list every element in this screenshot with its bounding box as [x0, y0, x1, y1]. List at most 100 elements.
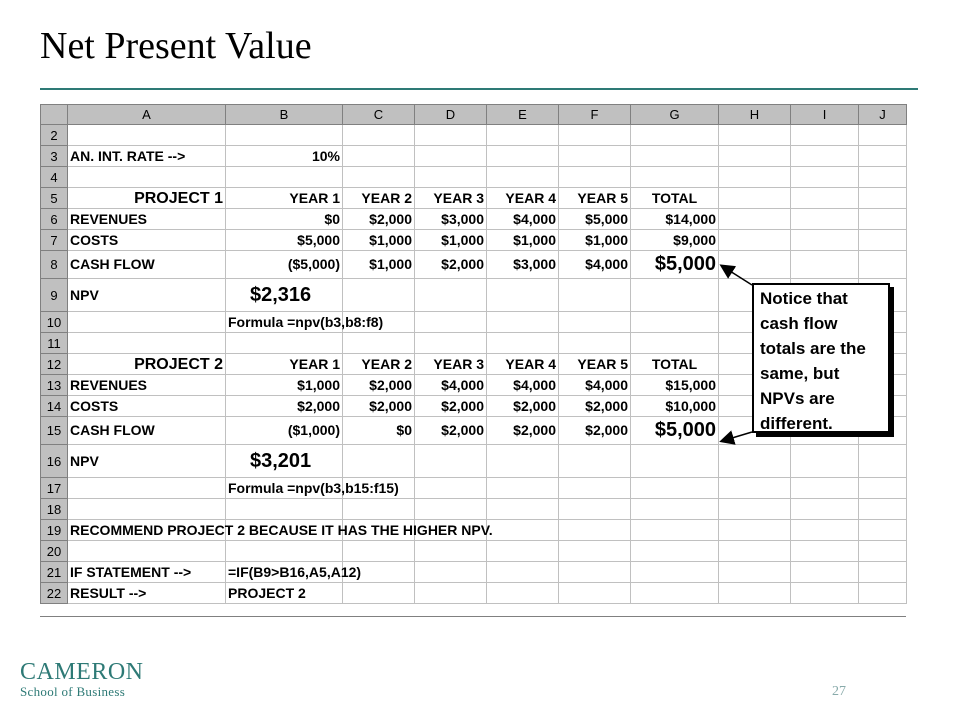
cell-c8[interactable]: $1,000	[342, 250, 415, 279]
row-header[interactable]: 15	[40, 416, 68, 445]
row-header[interactable]: 8	[40, 250, 68, 279]
cell-i22[interactable]	[790, 582, 859, 604]
cell-e12[interactable]: YEAR 4	[486, 353, 559, 375]
cell-d11[interactable]	[414, 332, 487, 354]
cell-h17[interactable]	[718, 477, 791, 499]
cell-g13[interactable]: $15,000	[630, 374, 719, 396]
cell-e17[interactable]	[486, 477, 559, 499]
cell-j3[interactable]	[858, 145, 907, 167]
cell-d21[interactable]	[414, 561, 487, 583]
cell-f4[interactable]	[558, 166, 631, 188]
cell-i5[interactable]	[790, 187, 859, 209]
cell-h2[interactable]	[718, 124, 791, 146]
cell-d3[interactable]	[414, 145, 487, 167]
cell-g21[interactable]	[630, 561, 719, 583]
cell-d12[interactable]: YEAR 3	[414, 353, 487, 375]
cell-b8[interactable]: ($5,000)	[225, 250, 343, 279]
cell-g16[interactable]	[630, 444, 719, 478]
cell-e19[interactable]	[486, 519, 559, 541]
cell-a16[interactable]: NPV	[67, 444, 226, 478]
cell-a12[interactable]: PROJECT 2	[67, 353, 226, 375]
column-header-d[interactable]: D	[414, 104, 487, 125]
cell-d15[interactable]: $2,000	[414, 416, 487, 445]
cell-a6[interactable]: REVENUES	[67, 208, 226, 230]
cell-g4[interactable]	[630, 166, 719, 188]
cell-a17[interactable]	[67, 477, 226, 499]
cell-g6[interactable]: $14,000	[630, 208, 719, 230]
cell-a5[interactable]: PROJECT 1	[67, 187, 226, 209]
cell-g18[interactable]	[630, 498, 719, 520]
cell-a13[interactable]: REVENUES	[67, 374, 226, 396]
cell-i21[interactable]	[790, 561, 859, 583]
cell-g14[interactable]: $10,000	[630, 395, 719, 417]
cell-f9[interactable]	[558, 278, 631, 312]
cell-f20[interactable]	[558, 540, 631, 562]
cell-b6[interactable]: $0	[225, 208, 343, 230]
cell-f2[interactable]	[558, 124, 631, 146]
cell-h8[interactable]	[718, 250, 791, 279]
cell-b7[interactable]: $5,000	[225, 229, 343, 251]
cell-a4[interactable]	[67, 166, 226, 188]
cell-f10[interactable]	[558, 311, 631, 333]
cell-g17[interactable]	[630, 477, 719, 499]
cell-c11[interactable]	[342, 332, 415, 354]
cell-g12[interactable]: TOTAL	[630, 353, 719, 375]
cell-g11[interactable]	[630, 332, 719, 354]
cell-i16[interactable]	[790, 444, 859, 478]
cell-b15[interactable]: ($1,000)	[225, 416, 343, 445]
cell-e20[interactable]	[486, 540, 559, 562]
cell-f22[interactable]	[558, 582, 631, 604]
cell-d13[interactable]: $4,000	[414, 374, 487, 396]
cell-j16[interactable]	[858, 444, 907, 478]
cell-j6[interactable]	[858, 208, 907, 230]
cell-e15[interactable]: $2,000	[486, 416, 559, 445]
cell-e2[interactable]	[486, 124, 559, 146]
cell-a3[interactable]: AN. INT. RATE -->	[67, 145, 226, 167]
cell-d17[interactable]	[414, 477, 487, 499]
row-header[interactable]: 9	[40, 278, 68, 312]
column-header-c[interactable]: C	[342, 104, 415, 125]
cell-h22[interactable]	[718, 582, 791, 604]
cell-i8[interactable]	[790, 250, 859, 279]
cell-c7[interactable]: $1,000	[342, 229, 415, 251]
cell-g8[interactable]: $5,000	[630, 250, 719, 279]
cell-e6[interactable]: $4,000	[486, 208, 559, 230]
cell-f12[interactable]: YEAR 5	[558, 353, 631, 375]
cell-i7[interactable]	[790, 229, 859, 251]
cell-i2[interactable]	[790, 124, 859, 146]
cell-e14[interactable]: $2,000	[486, 395, 559, 417]
cell-c5[interactable]: YEAR 2	[342, 187, 415, 209]
cell-h20[interactable]	[718, 540, 791, 562]
cell-h5[interactable]	[718, 187, 791, 209]
cell-f6[interactable]: $5,000	[558, 208, 631, 230]
cell-j8[interactable]	[858, 250, 907, 279]
cell-i4[interactable]	[790, 166, 859, 188]
cell-g22[interactable]	[630, 582, 719, 604]
row-header[interactable]: 10	[40, 311, 68, 333]
cell-c16[interactable]	[342, 444, 415, 478]
cell-c9[interactable]	[342, 278, 415, 312]
cell-d14[interactable]: $2,000	[414, 395, 487, 417]
cell-d10[interactable]	[414, 311, 487, 333]
cell-j17[interactable]	[858, 477, 907, 499]
cell-a7[interactable]: COSTS	[67, 229, 226, 251]
cell-e3[interactable]	[486, 145, 559, 167]
cell-d18[interactable]	[414, 498, 487, 520]
cell-g3[interactable]	[630, 145, 719, 167]
cell-a10[interactable]	[67, 311, 226, 333]
row-header[interactable]: 12	[40, 353, 68, 375]
row-header[interactable]: 14	[40, 395, 68, 417]
cell-a19[interactable]: RECOMMEND PROJECT 2 BECAUSE IT HAS THE H…	[67, 519, 493, 541]
cell-f11[interactable]	[558, 332, 631, 354]
cell-f15[interactable]: $2,000	[558, 416, 631, 445]
cell-c14[interactable]: $2,000	[342, 395, 415, 417]
cell-f7[interactable]: $1,000	[558, 229, 631, 251]
cell-f18[interactable]	[558, 498, 631, 520]
cell-h7[interactable]	[718, 229, 791, 251]
cell-e10[interactable]	[486, 311, 559, 333]
cell-i19[interactable]	[790, 519, 859, 541]
cell-a18[interactable]	[67, 498, 226, 520]
cell-d4[interactable]	[414, 166, 487, 188]
cell-c22[interactable]	[342, 582, 415, 604]
cell-c15[interactable]: $0	[342, 416, 415, 445]
